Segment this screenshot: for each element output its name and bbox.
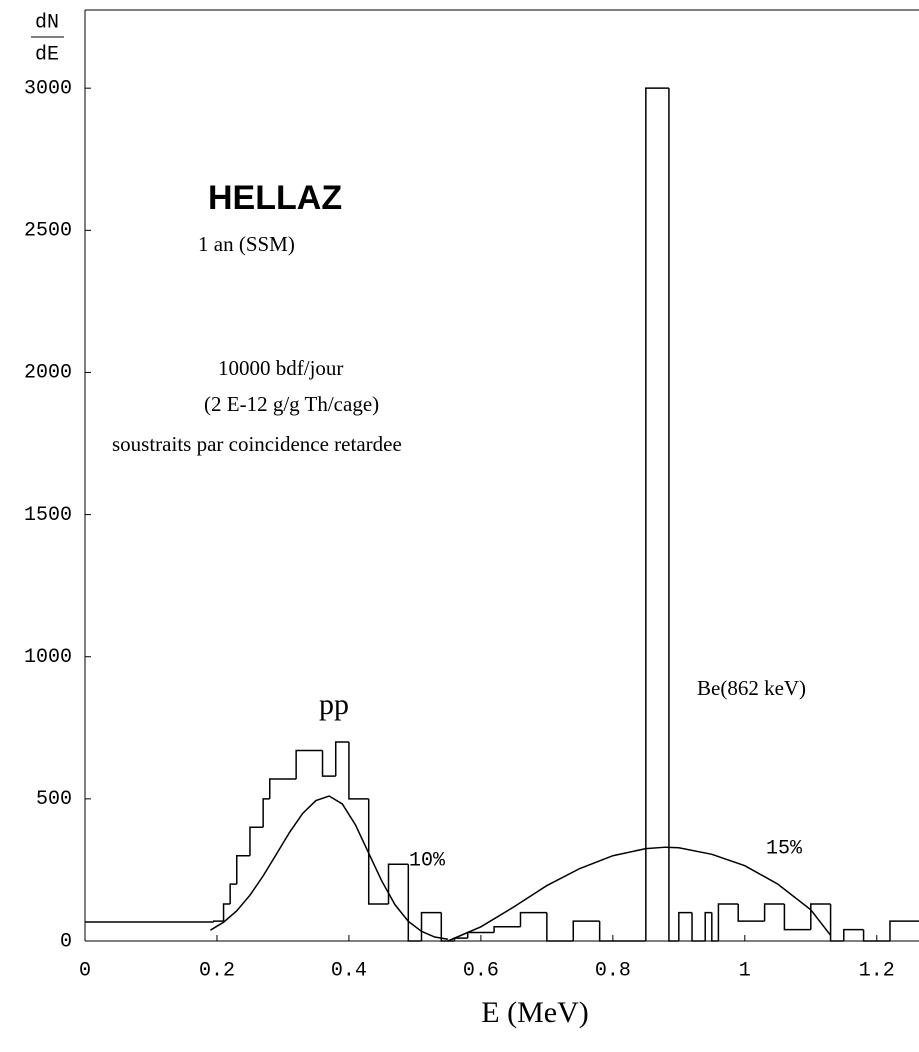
histogram-bin xyxy=(493,926,521,933)
x-tick-label: 0.8 xyxy=(595,959,631,982)
y-tick-label: 1000 xyxy=(24,646,72,669)
histogram-bin xyxy=(889,920,919,941)
annotation: 10000 bdf/jour xyxy=(218,356,343,380)
y-tick-label: 0 xyxy=(60,930,72,953)
histogram-bin xyxy=(546,912,574,942)
histogram-bin xyxy=(236,854,250,885)
histogram-bin xyxy=(829,904,844,942)
x-tick-label: 0.4 xyxy=(331,959,367,982)
annotation: (2 E-12 g/g Th/cage) xyxy=(204,392,379,416)
histogram-bin xyxy=(737,904,765,922)
fit-curve xyxy=(209,795,449,941)
histogram-bin xyxy=(843,928,864,941)
histogram-bin xyxy=(645,87,669,941)
histogram-bin xyxy=(704,911,712,941)
y-tick-label: 3000 xyxy=(24,77,72,100)
y-label-denominator: dE xyxy=(35,43,59,66)
histogram-bin xyxy=(249,826,264,856)
histogram-bin xyxy=(348,742,369,800)
histogram-bin xyxy=(440,912,455,942)
histogram-bin xyxy=(222,903,231,922)
histogram-bin xyxy=(572,920,600,941)
annotation: soustraits par coincidence retardee xyxy=(112,432,402,456)
histogram-bin xyxy=(387,863,409,905)
y-tick-label: 2500 xyxy=(24,220,72,243)
x-tick-label: 0.6 xyxy=(463,959,499,982)
annotation: pp xyxy=(319,688,349,721)
annotation: Be(862 keV) xyxy=(697,676,806,700)
x-tick-label: 1.2 xyxy=(859,959,895,982)
histogram-bin xyxy=(295,749,323,779)
histogram-bin xyxy=(711,912,719,942)
histogram-bin xyxy=(810,903,831,930)
histogram-bin xyxy=(519,911,547,927)
histogram-bin xyxy=(268,778,297,799)
histogram-bin xyxy=(407,864,422,942)
y-tick-label: 500 xyxy=(36,788,72,811)
histogram-bin xyxy=(862,929,890,942)
histogram-bin xyxy=(598,921,646,942)
y-label-numerator: dN xyxy=(35,11,59,34)
histogram-bin xyxy=(783,904,811,931)
fit-curve xyxy=(447,846,832,942)
y-tick-label: 2000 xyxy=(24,362,72,385)
histogram-bin xyxy=(367,798,389,905)
histogram-bin xyxy=(229,883,237,905)
histogram-bin xyxy=(212,920,224,922)
histogram-bin xyxy=(262,798,270,828)
histogram-bin xyxy=(668,88,679,942)
annotation: 1 an (SSM) xyxy=(198,232,295,256)
histogram-bin xyxy=(321,750,336,777)
annotation: HELLAZ xyxy=(208,179,342,217)
x-axis-label: E (MeV) xyxy=(481,996,588,1029)
histogram-bin xyxy=(678,911,693,941)
annotation: 10% xyxy=(409,849,446,872)
histogram-bin xyxy=(763,903,785,922)
histogram-bin xyxy=(717,903,739,941)
y-tick-label: 1500 xyxy=(24,504,72,527)
x-tick-label: 0.2 xyxy=(199,959,235,982)
annotation: 15% xyxy=(766,837,803,860)
histogram-bin xyxy=(691,912,706,942)
x-tick-label: 1 xyxy=(739,959,751,982)
histogram-bin xyxy=(334,741,349,777)
x-tick-label: 0 xyxy=(79,959,91,982)
